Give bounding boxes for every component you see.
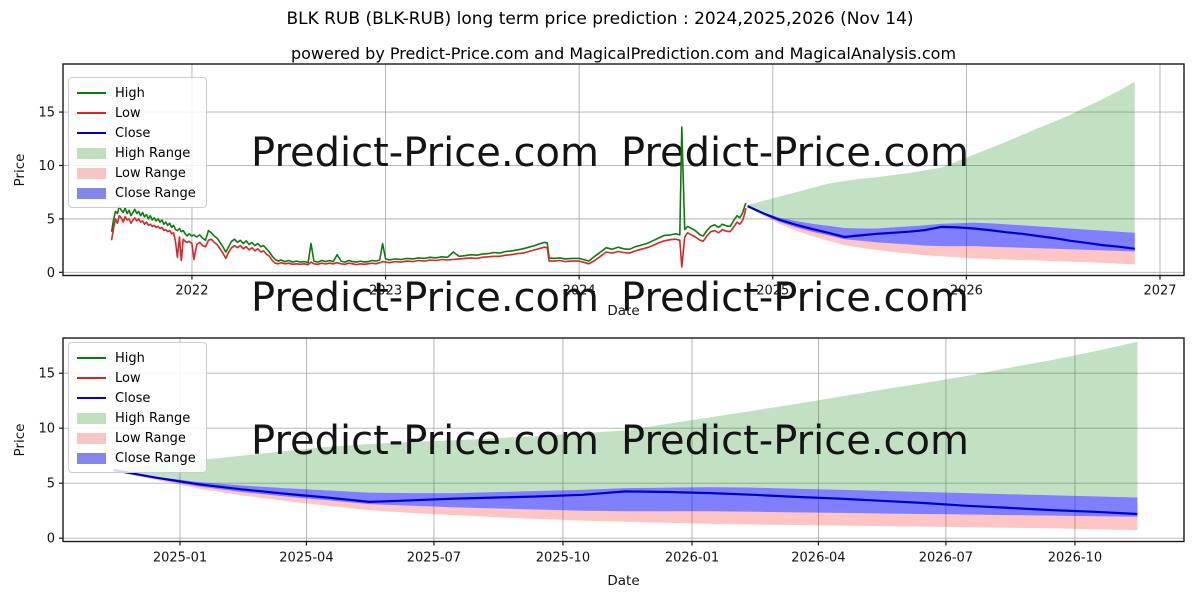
close-line (113, 468, 1138, 516)
y-tick-label: 0 (47, 532, 55, 547)
watermarks: Predict-Price.com Predict-Price.com Predic… (251, 130, 969, 464)
x-tick-label: 2026-07 (919, 551, 973, 566)
legend-label: Close (115, 125, 151, 141)
legend-item-close: Close (77, 123, 196, 143)
legend-item-high: High (77, 348, 196, 368)
y-axis-label: Price (12, 154, 28, 187)
y-tick-label: 15 (38, 367, 55, 382)
legend-label: Low (115, 105, 141, 121)
x-tick-label: 2026-04 (791, 551, 845, 566)
legend-label: High Range (115, 145, 191, 161)
legend-line-swatch (77, 112, 106, 114)
x-tick-label: 2025-04 (279, 551, 333, 566)
watermark-text: Predict-Price.com (251, 418, 599, 464)
legend-item-high-range: High Range (77, 143, 196, 163)
legend-line-swatch (77, 357, 106, 359)
watermark-text: Predict-Price.com (621, 275, 969, 321)
legend-label: Close (115, 390, 151, 406)
y-tick-label: 5 (47, 212, 55, 227)
x-tick-label: 2025-10 (536, 551, 590, 566)
legend-label: Close Range (115, 185, 196, 201)
y-tick-label: 10 (38, 159, 55, 174)
legend-top-chart: High Low Close High Range Low Range Close Ran… (68, 77, 207, 208)
x-tick-label: 2025-01 (153, 551, 207, 566)
legend-line-swatch (77, 92, 106, 94)
plot-border (62, 63, 1185, 277)
chart-main-history-and-forecast-background (63, 64, 1184, 276)
legend-line-swatch (77, 132, 106, 134)
legend-item-low: Low (77, 103, 196, 123)
legend-patch-swatch (77, 167, 106, 179)
x-axis-label: Date (607, 573, 639, 589)
legend-item-low-range: Low Range (77, 428, 196, 448)
legend-item-high: High (77, 83, 196, 103)
legend-item-high-range: High Range (77, 408, 196, 428)
x-tick-label: 2025-07 (407, 551, 461, 566)
x-tick-label: 2024 (563, 284, 596, 299)
legend-label: Low Range (115, 430, 186, 446)
legend-line-swatch (77, 377, 106, 379)
close-line (747, 205, 1135, 250)
y-tick-label: 10 (38, 422, 55, 437)
legend-item-low-range: Low Range (77, 163, 196, 183)
chart-forecast-detail-foreground: 2025-01 2025-04 2025-07 2025-10 2026-01 2026-… (12, 337, 1185, 589)
watermark-text: Predict-Price.com (251, 275, 599, 321)
legend-item-close-range: Close Range (77, 183, 196, 203)
legend-item-close-range: Close Range (77, 448, 196, 468)
close-range-area (113, 469, 1138, 517)
x-tick-label: 2027 (1143, 284, 1176, 299)
high-range-area (113, 341, 1138, 498)
low-range-area (747, 206, 1135, 265)
legend-label: High Range (115, 410, 191, 426)
watermark-text: Predict-Price.com (621, 130, 969, 176)
x-axis-label: Date (607, 303, 639, 319)
legend-label: Low Range (115, 165, 186, 181)
legend-label: High (115, 85, 145, 101)
chart-main-history-and-forecast-foreground: 2022 2023 2024 2025 2026 2027 0 5 10 15 Date Price (12, 63, 1185, 319)
y-tick-label: 5 (47, 477, 55, 492)
legend-item-close: Close (77, 388, 196, 408)
watermark-text: Predict-Price.com (621, 418, 969, 464)
chart-title: BLK RUB (BLK-RUB) long term price predic… (286, 9, 914, 29)
y-tick-label: 15 (38, 106, 55, 121)
legend-patch-swatch (77, 412, 106, 424)
x-tick-label: 2023 (369, 284, 402, 299)
close-range-area (747, 205, 1135, 252)
legend-label: Low (115, 370, 141, 386)
legend-patch-swatch (77, 452, 106, 464)
legend-item-low: Low (77, 368, 196, 388)
high-line (110, 126, 747, 264)
legend-patch-swatch (77, 432, 106, 444)
legend-bottom-chart: High Low Close High Range Low Range Close Ran… (68, 342, 207, 473)
high-range-area (747, 81, 1135, 233)
y-tick-label: 0 (47, 266, 55, 281)
x-tick-label: 2022 (175, 284, 208, 299)
x-tick-label: 2026 (950, 284, 983, 299)
plot-border (62, 337, 1185, 543)
x-tick-label: 2025 (756, 284, 789, 299)
low-range-area (113, 470, 1138, 530)
chart-forecast-detail-background (63, 338, 1184, 542)
legend-patch-swatch (77, 187, 106, 199)
watermark-text: Predict-Price.com (251, 130, 599, 176)
y-axis-label: Price (12, 424, 28, 457)
legend-label: Close Range (115, 450, 196, 466)
x-tick-label: 2026-01 (665, 551, 719, 566)
low-line (110, 208, 747, 268)
legend-patch-swatch (77, 147, 106, 159)
chart-subtitle: powered by Predict-Price.com and Magical… (290, 44, 957, 63)
x-tick-label: 2026-10 (1048, 551, 1102, 566)
legend-label: High (115, 350, 145, 366)
legend-line-swatch (77, 397, 106, 399)
